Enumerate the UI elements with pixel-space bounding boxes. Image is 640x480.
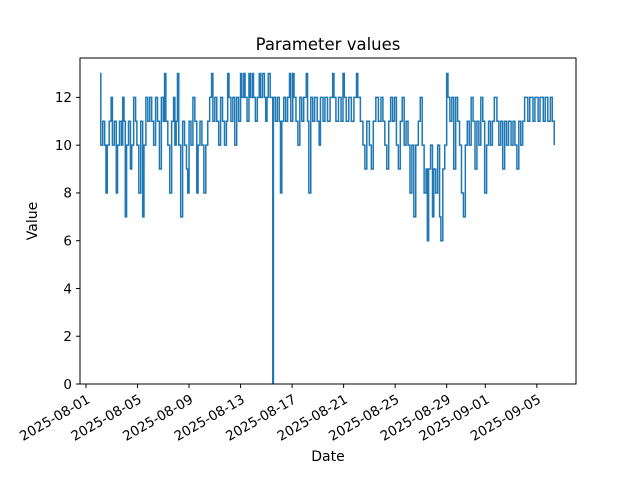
y-tick-label: 0 [63,377,72,393]
y-axis-label: Value [25,202,41,240]
y-tick-label: 4 [63,281,72,297]
y-tick-label: 10 [55,138,72,154]
chart-layers: 0246810122025-08-012025-08-052025-08-092… [17,57,577,445]
data-line [100,72,555,384]
x-axis-label: Date [311,449,344,465]
y-tick-label: 12 [55,90,72,106]
y-tick-label: 8 [63,186,72,202]
chart-title: Parameter values [256,35,401,54]
y-tick-label: 2 [63,329,72,345]
y-tick-label: 6 [63,234,72,250]
plot-border [79,57,577,385]
